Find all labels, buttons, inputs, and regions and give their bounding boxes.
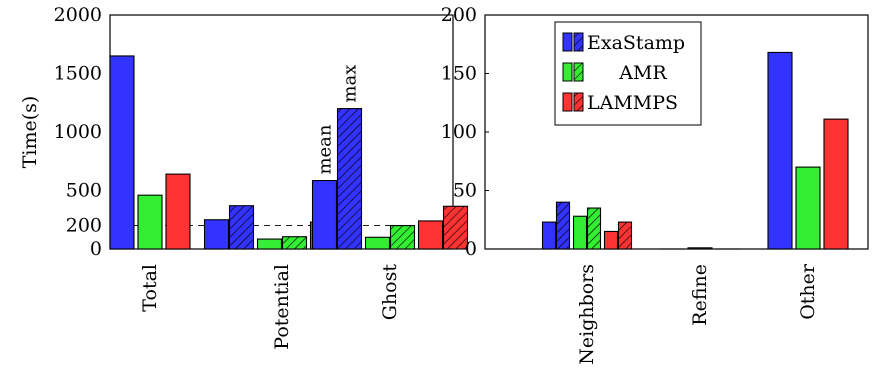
y-tick-label: 200 bbox=[441, 4, 477, 26]
y-tick-label: 1500 bbox=[54, 63, 102, 85]
y-tick-label: 150 bbox=[441, 63, 477, 85]
bar-lammps-mean bbox=[165, 173, 191, 250]
category-label: Ghost bbox=[379, 264, 401, 321]
bar-exastamp-mean bbox=[203, 219, 230, 250]
bar-lammps-max bbox=[442, 205, 469, 250]
bar-amr-mean bbox=[687, 247, 713, 250]
legend-swatch-max bbox=[573, 62, 584, 82]
bar-amr-mean bbox=[572, 215, 588, 250]
bar-lammps-mean bbox=[417, 220, 444, 250]
legend-swatch-mean bbox=[562, 32, 573, 52]
bar-lammps-max bbox=[617, 221, 633, 250]
category-label: Total bbox=[139, 264, 161, 312]
legend: ExaStamp AMR LAMMPS bbox=[554, 21, 702, 126]
category-label: Refine bbox=[689, 264, 711, 326]
annotation-max: max bbox=[340, 65, 361, 103]
bar-amr-max bbox=[389, 225, 416, 250]
y-tick-label: 50 bbox=[453, 180, 477, 202]
legend-swatch-max bbox=[573, 32, 584, 52]
bar-amr-mean bbox=[137, 194, 163, 250]
bar-lammps-mean bbox=[823, 118, 849, 250]
chart-right: 0 50 100 150 200 Neighbors Refine Other ExaStamp… bbox=[441, 4, 869, 365]
bar-exastamp-mean bbox=[767, 51, 793, 250]
y-tick-label: 1000 bbox=[54, 121, 102, 143]
y-tick-label: 100 bbox=[441, 121, 477, 143]
legend-swatch-mean bbox=[562, 92, 573, 112]
legend-label: ExaStamp bbox=[587, 32, 685, 54]
bar-exastamp-mean bbox=[109, 55, 135, 250]
legend-label: AMR bbox=[618, 62, 667, 84]
category-label: Other bbox=[797, 263, 819, 320]
category-label: Neighbors bbox=[576, 264, 598, 365]
bar-exastamp-mean bbox=[541, 221, 557, 250]
y-axis-label: Time(s) bbox=[19, 96, 41, 169]
y-tick-label: 0 bbox=[90, 238, 102, 260]
bar-exastamp-max bbox=[228, 205, 255, 250]
bar-amr-max bbox=[586, 207, 602, 250]
bar-amr-mean bbox=[364, 236, 391, 250]
bar-exastamp-max bbox=[555, 201, 571, 250]
y-tick-label: 0 bbox=[465, 238, 477, 260]
y-tick-label: 500 bbox=[66, 180, 102, 202]
legend-swatch-max bbox=[573, 92, 584, 112]
bar-exastamp-mean bbox=[311, 180, 338, 250]
legend-label: LAMMPS bbox=[587, 92, 678, 114]
legend-swatch-mean bbox=[562, 62, 573, 82]
bar-lammps-mean bbox=[603, 230, 619, 250]
y-tick-label: 200 bbox=[66, 215, 102, 237]
annotation-mean: mean bbox=[315, 124, 336, 174]
category-label: Potential bbox=[271, 264, 293, 350]
bar-amr-mean bbox=[795, 166, 821, 250]
bar-exastamp-max bbox=[336, 108, 363, 250]
y-tick-label: 2000 bbox=[54, 4, 102, 26]
bar-amr-mean bbox=[256, 238, 283, 250]
bar-amr-max bbox=[281, 236, 308, 250]
